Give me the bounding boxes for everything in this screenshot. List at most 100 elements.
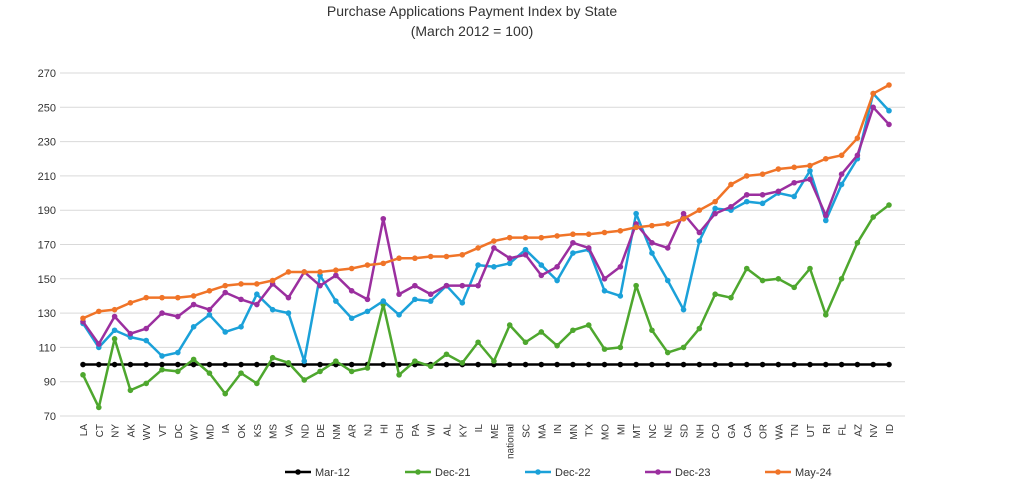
data-point: [870, 104, 876, 111]
data-point: [348, 315, 355, 322]
data-point: [111, 336, 118, 342]
data-point: [238, 281, 244, 287]
data-point: [570, 239, 576, 246]
data-point: [222, 329, 229, 335]
data-point: [333, 358, 339, 364]
data-point: [254, 291, 260, 298]
data-point: [491, 245, 497, 251]
data-point: [222, 289, 229, 296]
data-point: [886, 202, 892, 208]
series-Dec-22: [80, 90, 892, 364]
data-point: [633, 210, 639, 217]
data-point: [80, 361, 86, 368]
data-point: [728, 181, 734, 188]
data-point: [285, 294, 292, 301]
data-point: [664, 221, 671, 227]
data-point: [459, 251, 466, 258]
x-tick-label: MO: [601, 424, 612, 440]
data-point: [412, 282, 418, 289]
series-May-24: [80, 82, 892, 322]
data-point: [712, 205, 718, 212]
data-point: [680, 344, 687, 351]
data-point: [506, 260, 513, 267]
data-point: [870, 214, 876, 220]
data-point: [301, 358, 308, 364]
x-tick-label: MD: [205, 424, 216, 440]
data-point: [728, 203, 734, 210]
data-point: [743, 191, 750, 198]
legend-item: Dec-22: [525, 467, 590, 479]
data-point: [822, 361, 829, 368]
data-point: [712, 291, 718, 298]
data-point: [190, 301, 197, 308]
y-tick-label: 150: [38, 274, 56, 286]
x-tick-label: VA: [284, 424, 295, 437]
data-point: [680, 215, 687, 222]
data-point: [538, 272, 545, 279]
series-line: [82, 83, 890, 320]
y-tick-label: 190: [38, 205, 56, 217]
data-point: [159, 366, 165, 373]
data-point: [712, 198, 718, 205]
x-tick-label: WV: [142, 424, 153, 440]
data-point: [822, 217, 829, 224]
x-tick-label: IL: [474, 424, 485, 433]
data-point: [206, 288, 213, 294]
data-point: [554, 277, 560, 284]
x-tick-label: PA: [411, 424, 422, 437]
data-point: [427, 298, 434, 304]
data-point: [554, 263, 560, 270]
data-point: [743, 198, 750, 205]
data-point: [680, 306, 687, 313]
data-point: [143, 380, 150, 387]
data-point: [886, 361, 892, 368]
data-point: [854, 239, 861, 246]
x-tick-label: CA: [743, 424, 754, 438]
chart-subtitle: (March 2012 = 100): [411, 23, 534, 39]
data-point: [475, 282, 481, 289]
data-point: [791, 284, 797, 291]
data-point: [159, 361, 165, 368]
data-point: [759, 191, 766, 198]
data-point: [301, 377, 308, 383]
data-point: [822, 312, 829, 318]
data-point: [664, 245, 671, 251]
data-point: [759, 277, 766, 284]
data-point: [143, 337, 150, 344]
y-tick-label: 270: [38, 68, 56, 80]
data-point: [96, 404, 102, 411]
data-point: [143, 325, 150, 332]
data-point: [254, 301, 260, 308]
data-point: [696, 207, 703, 213]
data-point: [285, 269, 292, 275]
x-tick-label: NE: [664, 424, 675, 438]
y-tick-label: 70: [44, 411, 56, 423]
data-point: [854, 135, 861, 141]
data-point: [348, 265, 355, 272]
data-point: [649, 239, 655, 246]
data-point: [412, 255, 418, 262]
data-point: [775, 188, 782, 195]
data-point: [617, 263, 624, 270]
y-tick-label: 110: [38, 342, 56, 354]
data-point: [206, 306, 213, 313]
y-tick-label: 210: [38, 171, 56, 183]
data-point: [348, 361, 355, 368]
x-tick-label: MN: [569, 424, 580, 440]
x-tick-label: MI: [616, 424, 627, 435]
data-point: [570, 327, 576, 334]
data-point: [601, 361, 608, 368]
x-tick-label: NY: [111, 424, 122, 438]
legend-marker: [415, 469, 421, 475]
data-point: [743, 173, 750, 179]
data-point: [396, 291, 402, 298]
legend-item: May-24: [765, 467, 832, 479]
data-point: [886, 82, 892, 88]
series-Dec-23: [80, 104, 892, 347]
x-tick-label: SD: [680, 424, 691, 438]
data-point: [870, 90, 876, 97]
data-point: [175, 361, 181, 368]
data-point: [143, 361, 150, 368]
data-point: [159, 294, 165, 301]
